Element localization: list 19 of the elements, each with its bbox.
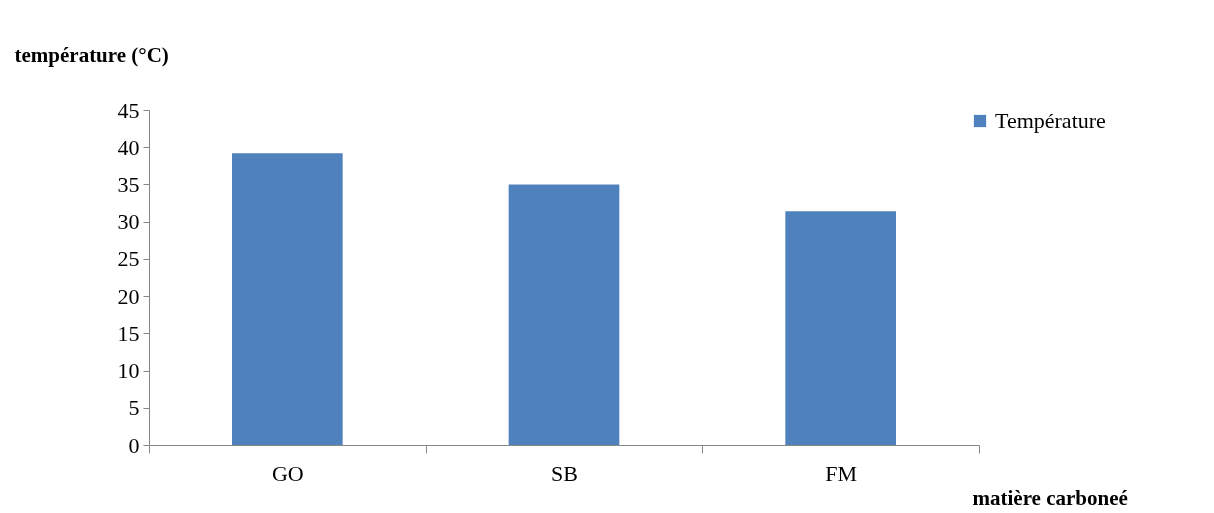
y-tick-label: 45 <box>117 97 140 123</box>
y-tick-label: 15 <box>117 320 140 346</box>
y-tick-label: 10 <box>117 358 140 384</box>
bar <box>232 153 343 445</box>
x-tick-label: SB <box>551 460 578 486</box>
y-tick-label: 40 <box>117 134 140 160</box>
y-tick-label: 20 <box>117 283 140 309</box>
bar <box>508 184 620 445</box>
legend-label: Température <box>995 108 1106 133</box>
bar <box>785 211 896 445</box>
x-tick-label: GO <box>271 460 304 486</box>
y-tick-label: 35 <box>117 171 140 197</box>
y-axis-title: température (°C) <box>14 42 169 67</box>
x-tick-label: FM <box>825 460 858 486</box>
y-tick-label: 5 <box>128 395 140 421</box>
y-tick-label: 0 <box>128 432 140 458</box>
y-tick-label: 30 <box>117 209 140 235</box>
x-axis-title: matière carboneé <box>972 485 1128 510</box>
y-tick-label: 25 <box>117 246 140 272</box>
